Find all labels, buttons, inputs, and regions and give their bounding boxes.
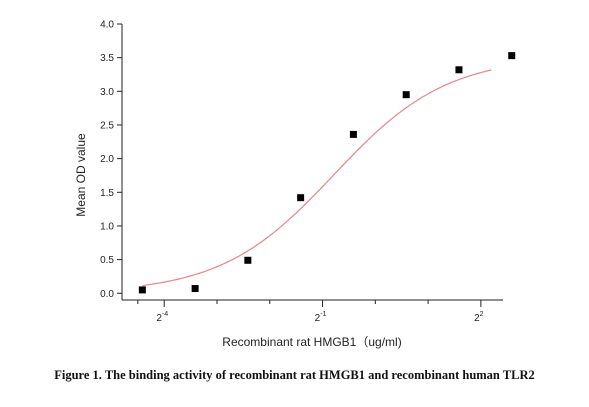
y-tick-label: 0.0 — [100, 289, 114, 300]
data-point — [455, 66, 463, 74]
y-tick-label: 2.0 — [100, 154, 114, 165]
y-axis-title: Mean OD value — [74, 133, 88, 217]
x-tick-label-exponent: 2 — [480, 311, 484, 318]
data-point — [402, 91, 410, 99]
y-tick-label: 3.0 — [100, 87, 114, 98]
y-tick-label: 1.0 — [100, 221, 114, 232]
data-point — [508, 52, 516, 60]
y-tick-label: 2.5 — [100, 120, 114, 131]
y-tick-label: 0.5 — [100, 255, 114, 266]
x-tick-label: 22 — [474, 311, 484, 324]
axes — [121, 24, 503, 301]
x-tick-label-base: 2 — [474, 313, 480, 324]
data-point — [349, 130, 357, 138]
data-points — [138, 52, 516, 294]
data-point — [244, 256, 252, 264]
x-tick-label: 2-4 — [156, 311, 168, 324]
x-tick-label-base: 2 — [156, 313, 162, 324]
x-ticks: 2-4 2-1 22 — [137, 300, 484, 324]
figure-caption: Figure 1. The binding activity of recomb… — [54, 368, 535, 382]
data-point — [191, 285, 199, 293]
x-tick-label-exponent: -1 — [320, 311, 326, 318]
fit-curve — [142, 69, 492, 287]
y-ticks: 0.0 0.5 1.0 1.5 2.0 2.5 3.0 3.5 4.0 — [100, 20, 122, 300]
x-tick-label-exponent: -4 — [162, 311, 168, 318]
data-point — [297, 194, 305, 202]
data-point — [138, 286, 146, 294]
x-axis-title: Recombinant rat HMGB1（ug/ml) — [222, 335, 401, 349]
y-tick-label: 4.0 — [100, 20, 114, 31]
x-tick-label-base: 2 — [315, 313, 321, 324]
y-tick-label: 1.5 — [100, 188, 114, 199]
chart-svg: 0.00.51.01.52.02.53.03.54.0 2-4 2-1 22 Mea… — [74, 20, 516, 349]
y-tick-label: 3.5 — [100, 53, 114, 64]
x-tick-label: 2-1 — [315, 311, 327, 324]
